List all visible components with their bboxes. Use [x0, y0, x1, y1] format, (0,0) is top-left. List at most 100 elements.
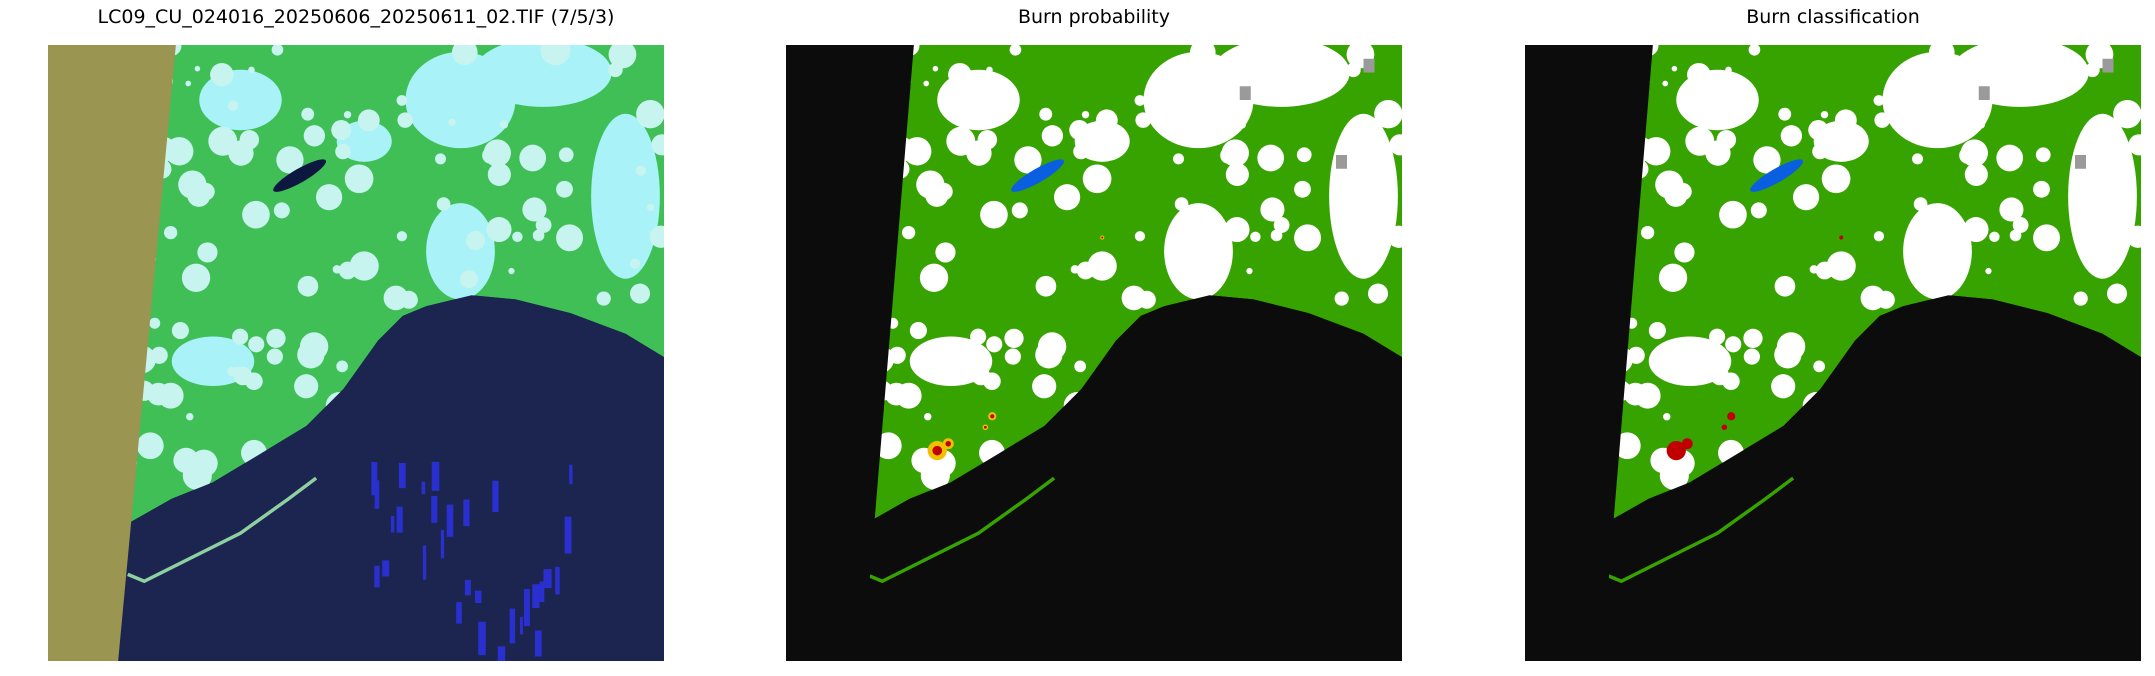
cloud: [1164, 203, 1233, 300]
cloud: [1778, 107, 1792, 121]
cloud: [185, 80, 192, 87]
cloud: [1912, 153, 1924, 165]
cloud: [558, 147, 574, 163]
cloud: [970, 328, 987, 345]
barrier-island: [865, 476, 1056, 584]
cloud: [1384, 203, 1393, 212]
cloud: [1389, 134, 1402, 156]
cloud: [1874, 112, 1890, 128]
cloud: [649, 225, 664, 248]
cloud: [190, 264, 197, 270]
cloud: [651, 134, 664, 156]
cloud: [332, 265, 342, 274]
cloud: [1074, 360, 1087, 373]
cloud: [486, 216, 512, 243]
cloud: [186, 412, 194, 421]
burn-area: [1721, 424, 1728, 430]
cloud: [1224, 216, 1250, 243]
cloud: [482, 146, 499, 164]
cloud: [629, 258, 641, 269]
cloud: [165, 137, 194, 166]
cloud: [1659, 460, 1689, 491]
cloud: [248, 336, 265, 353]
cloud: [435, 153, 447, 165]
sun-glint: [509, 608, 516, 644]
cloud: [522, 197, 547, 222]
sun-glint: [396, 506, 403, 533]
cloud: [1671, 65, 1678, 72]
cloud: [149, 317, 161, 329]
cloud: [1743, 348, 1760, 365]
cloud: [1135, 112, 1151, 128]
burn-area: [1666, 441, 1686, 461]
cloud: [2033, 180, 2050, 198]
panel-title-composite: LC09_CU_024016_20250606_20250611_02.TIF …: [97, 6, 615, 28]
cloud: [1873, 231, 1885, 242]
cloud: [357, 109, 380, 132]
cloud: [303, 125, 326, 147]
cloud: [909, 322, 927, 340]
cloud: [297, 275, 319, 297]
cloud: [2113, 99, 2141, 129]
cloud: [171, 322, 189, 340]
cloud: [245, 372, 263, 391]
cloud: [1928, 45, 1955, 66]
cloud: [1667, 264, 1674, 270]
cloud: [399, 290, 418, 309]
cloud: [1704, 366, 1714, 377]
cloud: [182, 460, 212, 491]
cloud: [646, 203, 655, 212]
sun-glint: [497, 646, 506, 661]
cloud: [1964, 162, 1988, 187]
cloud: [1913, 197, 1928, 211]
cloud: [1134, 95, 1146, 106]
cloud: [1081, 110, 1090, 119]
cloud: [1826, 251, 1856, 281]
cloud: [448, 118, 456, 127]
cloud: [535, 217, 552, 233]
cloud: [1996, 144, 2024, 172]
cloud: [1294, 224, 1322, 252]
cloud: [1674, 182, 1692, 201]
burn-area-core: [945, 441, 951, 447]
lake: [1750, 159, 1804, 192]
cloud: [1373, 165, 1385, 176]
cloud: [208, 126, 238, 156]
cloud: [242, 200, 270, 229]
cloud: [1053, 184, 1081, 211]
cloud: [1976, 120, 1986, 129]
cloud: [1009, 45, 1022, 56]
cloud: [1329, 113, 1398, 279]
cloud: [343, 110, 352, 119]
cloud: [1959, 146, 1976, 164]
cloud: [965, 100, 977, 111]
cloud: [451, 45, 478, 66]
cloud: [1792, 184, 1820, 211]
cloud: [1743, 328, 1763, 349]
cloud: [556, 180, 573, 198]
cloud: [983, 372, 1001, 391]
sun-glint: [564, 516, 572, 554]
cloud: [986, 336, 1003, 353]
cloud: [1082, 164, 1112, 194]
cloud: [1813, 360, 1826, 373]
cloud: [1039, 107, 1053, 121]
cloud: [1613, 432, 1641, 460]
cloud: [1943, 231, 1963, 251]
cloud: [227, 366, 237, 377]
cloud: [1296, 147, 1312, 163]
cloud: [919, 263, 949, 292]
cloud: [1189, 45, 1216, 66]
cloud: [556, 224, 584, 252]
cloud: [315, 184, 343, 211]
cloud: [1137, 290, 1156, 309]
sun-glint: [555, 566, 560, 595]
cloud: [1685, 126, 1715, 156]
burn-area-core: [932, 445, 943, 456]
cloud: [1648, 322, 1666, 340]
cloud: [946, 126, 976, 156]
cloud: [197, 182, 215, 201]
cloud: [276, 146, 304, 174]
cloud: [396, 95, 408, 106]
composite-image: [48, 45, 664, 661]
